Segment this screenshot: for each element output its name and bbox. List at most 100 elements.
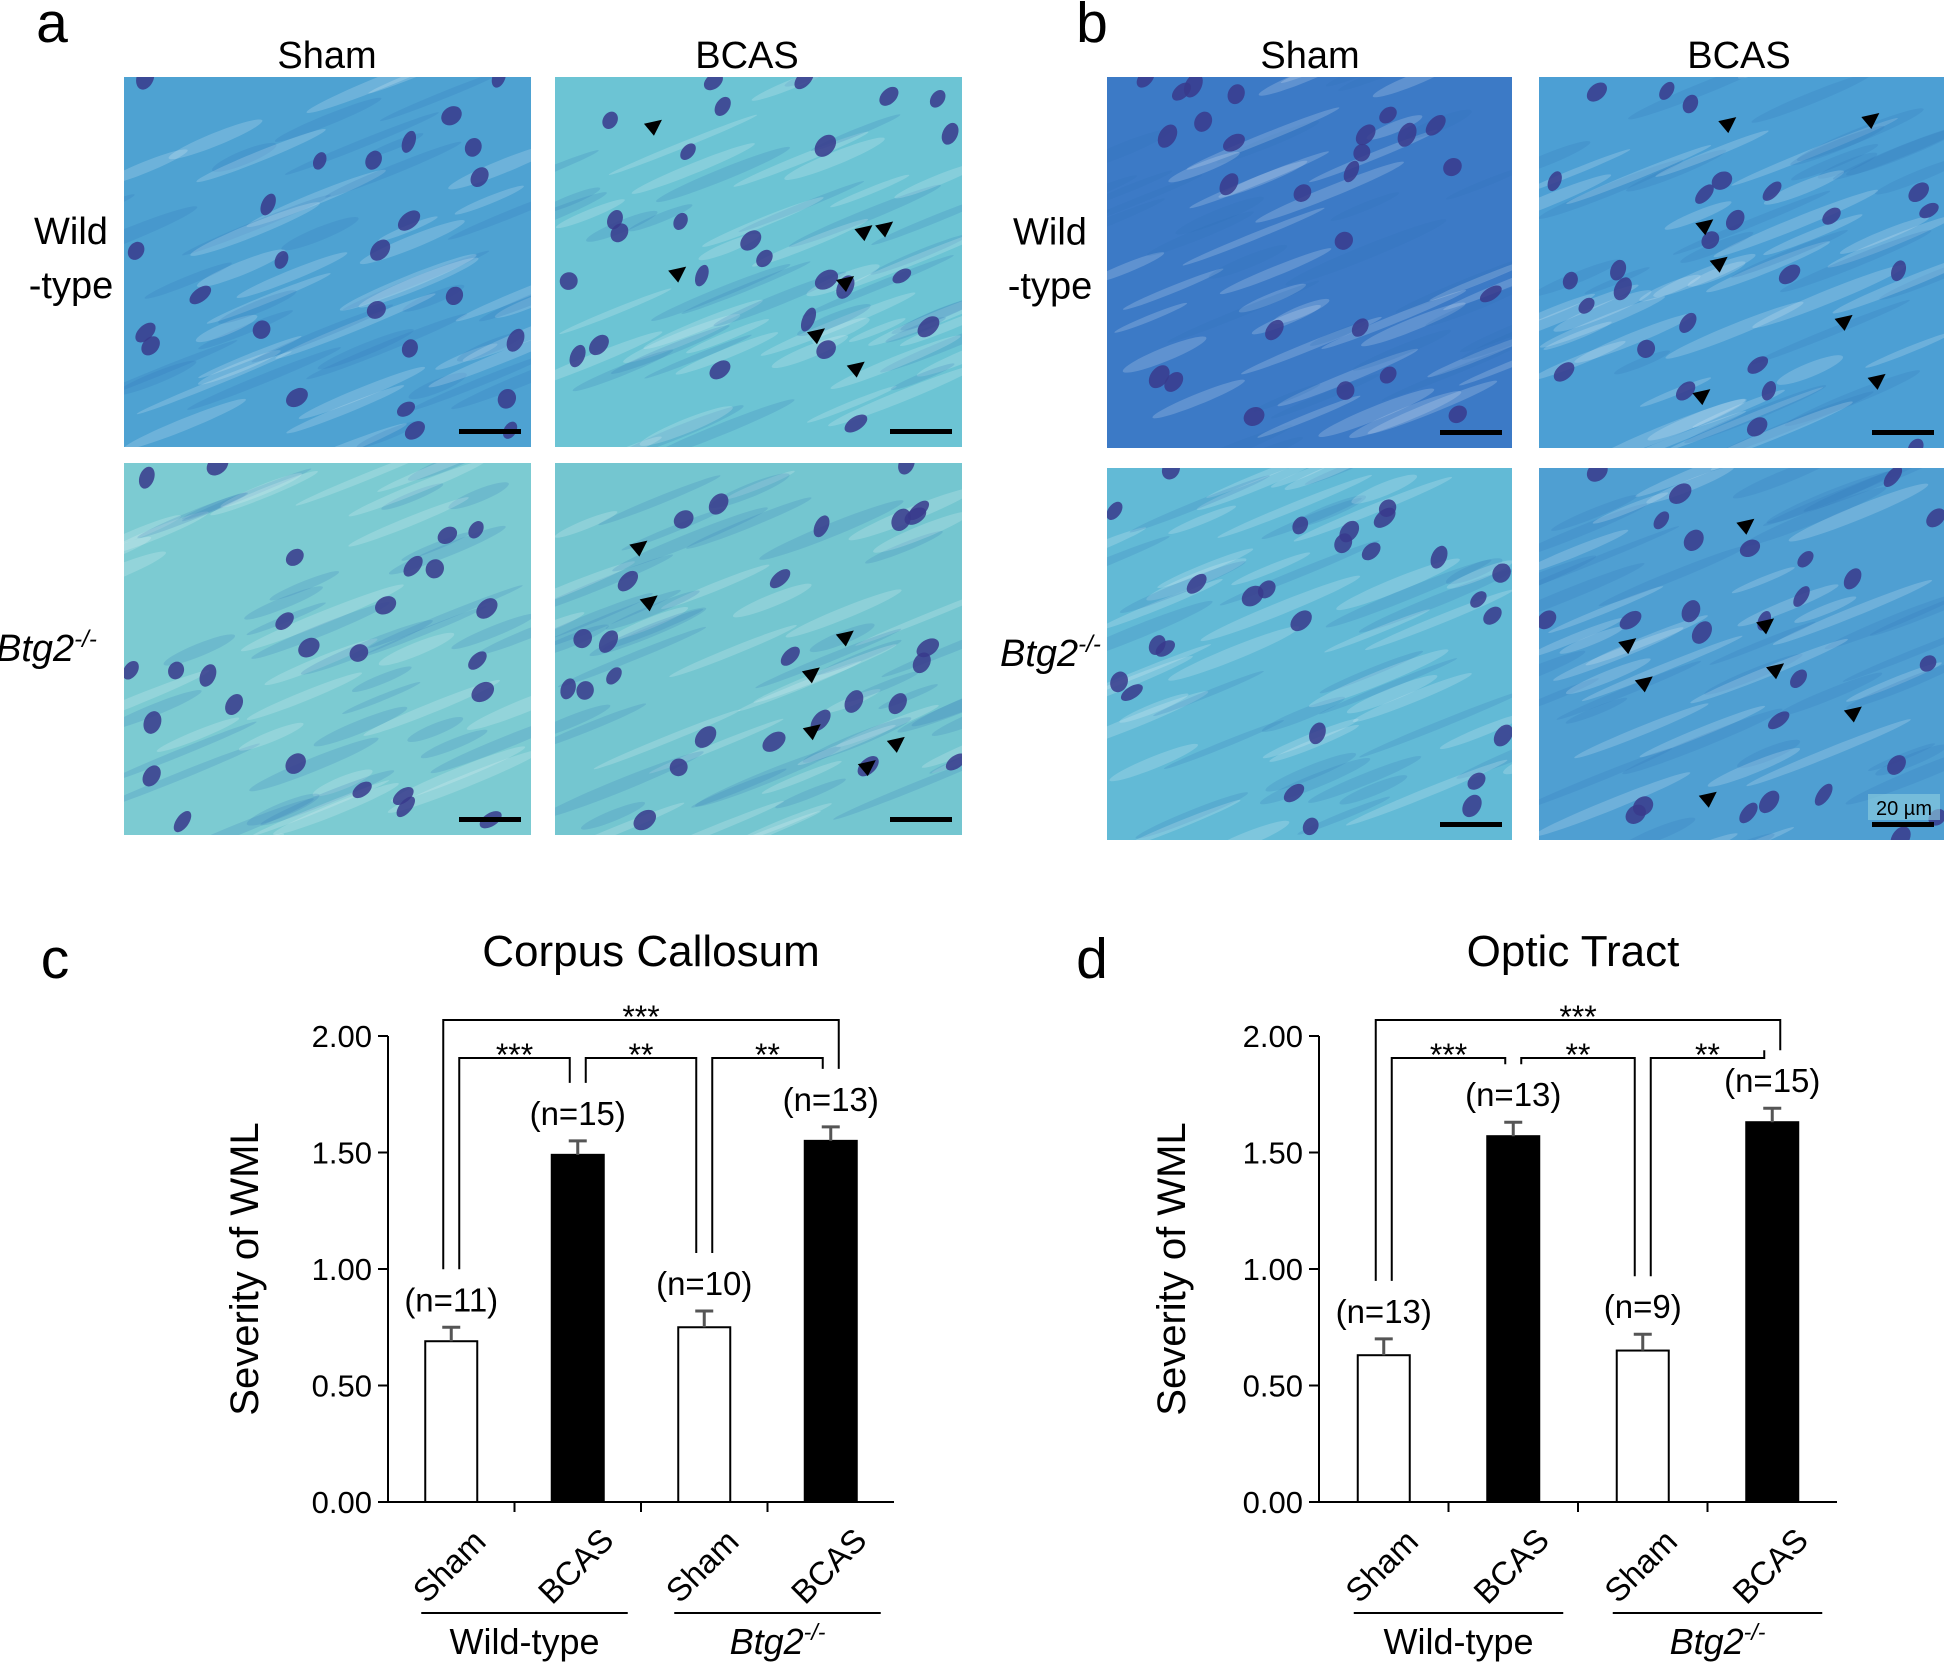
fiber: [656, 810, 821, 835]
fiber: [1265, 752, 1357, 792]
fiber: [20, 145, 124, 192]
arrowhead: [1867, 373, 1886, 390]
row-label-base: Btg2: [1000, 633, 1078, 675]
fiber: [1258, 77, 1349, 96]
fiber: [651, 263, 791, 321]
nucleus: [1107, 501, 1123, 520]
fiber: [1731, 117, 1898, 186]
scale-bar: [890, 429, 952, 434]
fiber: [181, 492, 247, 520]
fiber: [240, 423, 407, 447]
fiber: [642, 399, 795, 447]
nucleus: [497, 388, 517, 409]
fiber: [1107, 175, 1137, 214]
fiber: [249, 737, 379, 792]
arrowhead: [1709, 256, 1728, 273]
fiber: [363, 679, 501, 736]
nucleus: [1822, 207, 1841, 225]
micrograph: [1107, 468, 1512, 840]
fiber: [1349, 391, 1462, 439]
arrowhead: [1618, 638, 1637, 655]
scale-bar: [459, 429, 521, 434]
nucleus: [1907, 438, 1924, 448]
fiber: [1208, 244, 1288, 279]
fiber: [348, 497, 469, 547]
column-header: Sham: [277, 35, 376, 77]
group-label-name: Wild-type: [1383, 1621, 1533, 1662]
fiber: [1752, 264, 1906, 328]
fiber: [448, 482, 509, 510]
fiber: [1107, 170, 1173, 207]
nucleus: [1223, 133, 1245, 152]
fiber: [589, 607, 707, 657]
fiber: [251, 601, 390, 659]
fiber: [1539, 772, 1691, 837]
nucleus: [814, 134, 837, 157]
fiber: [1709, 621, 1816, 665]
fiber: [428, 323, 531, 388]
nucleus: [199, 664, 217, 687]
nucleus: [769, 569, 791, 589]
nucleus: [124, 660, 139, 680]
fiber: [1231, 552, 1311, 586]
nucleus: [143, 711, 162, 734]
fiber: [605, 590, 700, 630]
y-tick-label: 1.00: [1243, 1252, 1303, 1287]
fiber: [1107, 198, 1165, 253]
nucleus: [1483, 606, 1502, 625]
fiber: [1794, 596, 1857, 623]
fiber: [1456, 711, 1512, 779]
fiber: [828, 364, 962, 427]
error-bar: [1633, 1332, 1652, 1351]
fiber: [555, 199, 625, 229]
fiber: [168, 119, 263, 160]
nucleus: [142, 765, 161, 787]
fiber: [891, 296, 962, 334]
nucleus: [1610, 259, 1627, 281]
nucleus: [1653, 511, 1670, 530]
fiber: [785, 589, 902, 638]
nucleus: [1746, 417, 1768, 437]
nucleus: [1343, 160, 1360, 183]
y-tick-label: 0.00: [1243, 1485, 1303, 1520]
fiber: [325, 141, 462, 198]
nucleus: [1539, 610, 1557, 630]
fiber: [788, 184, 941, 248]
fiber: [1879, 253, 1944, 300]
fiber: [1217, 474, 1372, 538]
fiber: [1846, 660, 1944, 709]
fiber: [1626, 149, 1727, 192]
fiber: [1780, 230, 1932, 293]
micrograph-bg: [124, 463, 531, 835]
fiber: [669, 624, 797, 678]
fiber: [802, 255, 954, 317]
fiber: [1763, 170, 1845, 205]
fiber: [1366, 115, 1423, 140]
fiber: [639, 406, 733, 446]
fiber: [1308, 649, 1449, 708]
fiber: [1776, 355, 1844, 385]
fiber: [160, 841, 247, 884]
fiber: [1238, 283, 1307, 313]
fiber: [1324, 609, 1430, 653]
fiber: [1731, 567, 1795, 594]
nucleus: [1562, 271, 1578, 290]
x-tick-label: BCAS: [784, 1521, 874, 1611]
fiber: [1790, 126, 1885, 166]
nucleus: [1227, 84, 1245, 105]
fiber: [351, 666, 412, 692]
fiber: [379, 77, 508, 122]
error-bar: [1504, 1120, 1523, 1137]
fiber: [1308, 755, 1422, 803]
fiber: [1803, 468, 1944, 512]
nucleus: [606, 667, 622, 685]
fiber: [890, 363, 955, 391]
nucleus: [589, 334, 609, 356]
fiber: [339, 254, 477, 311]
group-label-sup: -/-: [1744, 1619, 1766, 1645]
nucleus: [397, 210, 421, 231]
nucleus: [275, 612, 294, 630]
nucleus: [602, 111, 618, 130]
panel-label: c: [41, 927, 70, 991]
nucleus: [1164, 372, 1184, 392]
